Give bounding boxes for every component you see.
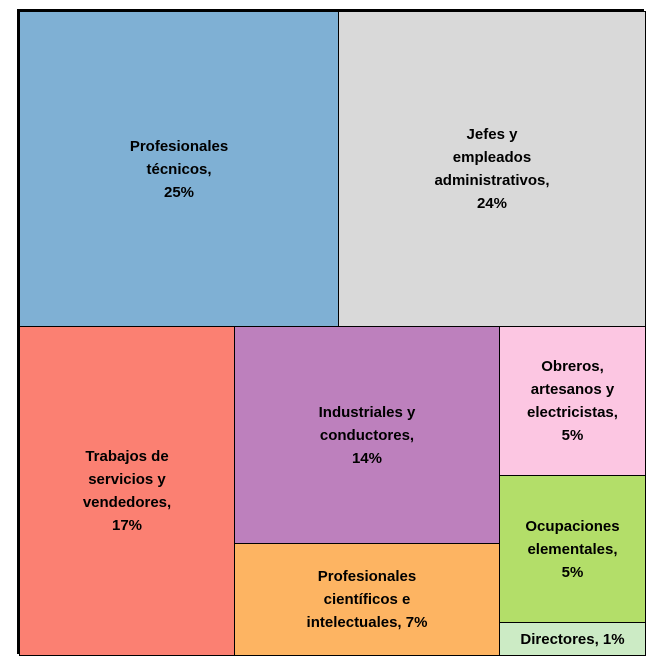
cell-label-line: 5%: [561, 427, 584, 444]
cell-label: Directores, 1%: [520, 628, 624, 651]
cell-label-line: elementales,: [527, 540, 618, 558]
cell-profesionales-tecnicos: Profesionales técnicos, 25%: [19, 11, 339, 327]
cell-label-line: 17%: [111, 517, 143, 534]
cell-label: Jefes y empleados administrativos, 24%: [434, 123, 549, 215]
cell-label-line: Industriales y: [318, 403, 416, 421]
cell-label: Ocupaciones elementales, 5%: [525, 515, 619, 584]
cell-label-line: 25%: [163, 183, 195, 201]
cell-label-line: empleados: [452, 149, 532, 166]
cell-label: Profesionales científicos e intelectuales,…: [307, 565, 428, 634]
cell-label: Profesionales técnicos, 25%: [130, 135, 228, 204]
cell-obreros-artesanos-y-electricistas: Obreros, artesanos y electricistas, 5%: [499, 326, 646, 476]
cell-label-line: vendedores,: [82, 494, 172, 511]
cell-label-line: 14%: [351, 449, 382, 467]
cell-jefes-y-empleados-administrativos: Jefes y empleados administrativos, 24%: [338, 11, 646, 327]
cell-label-line: Profesionales: [129, 137, 229, 155]
treemap-chart: Profesionales técnicos, 25% Jefes y empleado…: [17, 9, 646, 656]
cell-label-line: servicios y: [88, 471, 166, 488]
cell-label-line: conductores,: [319, 426, 415, 444]
cell-label-line: administrativos,: [434, 172, 550, 189]
cell-label-line: Obreros,: [541, 358, 604, 375]
cell-profesionales-cientificos-e-intelectuales: Profesionales científicos e intelectuales,…: [234, 543, 500, 656]
cell-label: Trabajos de servicios y vendedores, 17%: [83, 445, 171, 537]
cell-industriales-y-conductores: Industriales y conductores, 14%: [234, 326, 500, 544]
cell-ocupaciones-elementales: Ocupaciones elementales, 5%: [499, 475, 646, 623]
cell-directores: Directores, 1%: [499, 622, 646, 656]
cell-label-line: artesanos y: [530, 381, 615, 398]
cell-label-line: 24%: [476, 195, 507, 212]
cell-label-line: electricistas,: [527, 404, 618, 421]
cell-label-line: científicos e: [323, 591, 411, 608]
cell-label-line: Trabajos de: [85, 448, 169, 465]
cell-trabajos-de-servicios-y-vendedores: Trabajos de servicios y vendedores, 17%: [19, 326, 235, 656]
cell-label-line: 5%: [561, 563, 584, 581]
cell-label: Industriales y conductores, 14%: [319, 401, 416, 470]
cell-label-line: Profesionales: [317, 568, 417, 585]
cell-label-line: Directores, 1%: [520, 630, 625, 648]
cell-label-line: técnicos,: [146, 160, 212, 178]
cell-label-line: Ocupaciones: [525, 517, 620, 535]
cell-label: Obreros, artesanos y electricistas, 5%: [527, 355, 618, 447]
cell-label-line: intelectuales, 7%: [306, 614, 428, 631]
cell-label-line: Jefes y: [466, 126, 518, 143]
